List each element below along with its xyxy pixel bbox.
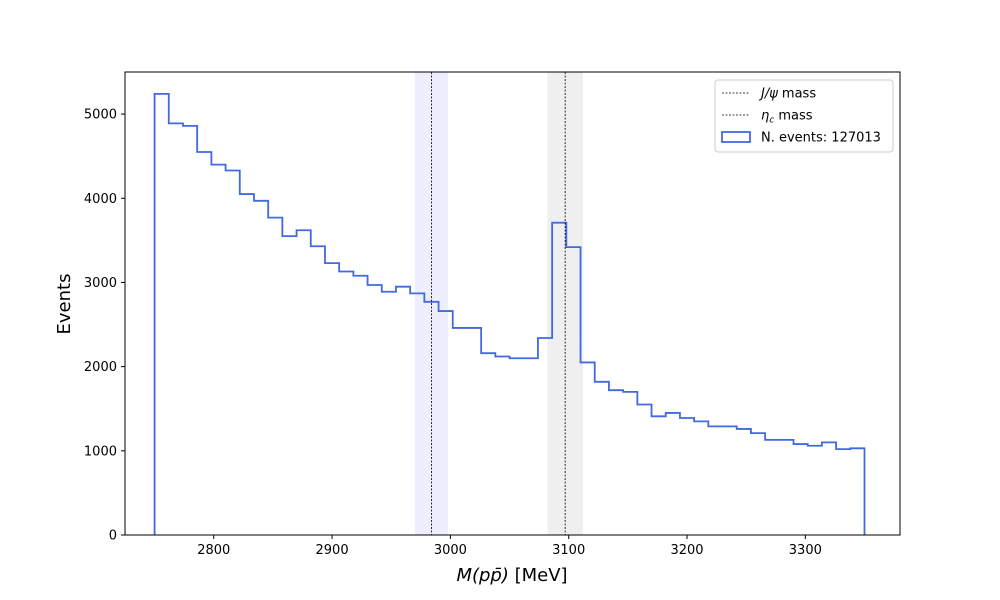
x-tick-label: 3300 — [789, 543, 822, 558]
legend-label: N. events: 127013 — [761, 131, 881, 146]
x-axis-label-unit: [MeV] — [509, 565, 568, 586]
legend-label: J/ψ mass — [758, 87, 816, 102]
legend-patch — [721, 131, 751, 143]
x-axis: 2800 2900 3000 3100 3200 3300 — [197, 535, 822, 558]
y-tick-label: 2000 — [84, 360, 117, 375]
x-tick-label: 2900 — [316, 543, 349, 558]
histogram — [153, 92, 866, 535]
y-tick-label: 5000 — [84, 108, 117, 123]
x-tick-label: 3200 — [670, 543, 703, 558]
y-tick-label: 1000 — [84, 444, 117, 459]
y-axis-label: Events — [54, 274, 75, 335]
legend-label: ηc mass — [761, 109, 813, 126]
x-tick-label: 3100 — [552, 543, 585, 558]
legend-box — [714, 79, 894, 153]
histogram-series — [153, 92, 866, 535]
y-tick-label: 4000 — [84, 192, 117, 207]
reference-lines — [431, 72, 566, 535]
y-tick-label: 0 — [109, 529, 117, 544]
x-axis-label-math: M(pp̄) — [456, 565, 508, 586]
plot-frame — [124, 71, 901, 536]
x-tick-label: 3000 — [434, 543, 467, 558]
x-tick-label: 2800 — [197, 543, 230, 558]
y-tick-label: 3000 — [84, 276, 117, 291]
legend: J/ψ mass ηc mass N. events: 127013 — [714, 79, 894, 153]
y-axis: 0 1000 2000 3000 4000 5000 — [84, 108, 125, 544]
x-axis-label: M(pp̄) [MeV] — [456, 565, 567, 586]
